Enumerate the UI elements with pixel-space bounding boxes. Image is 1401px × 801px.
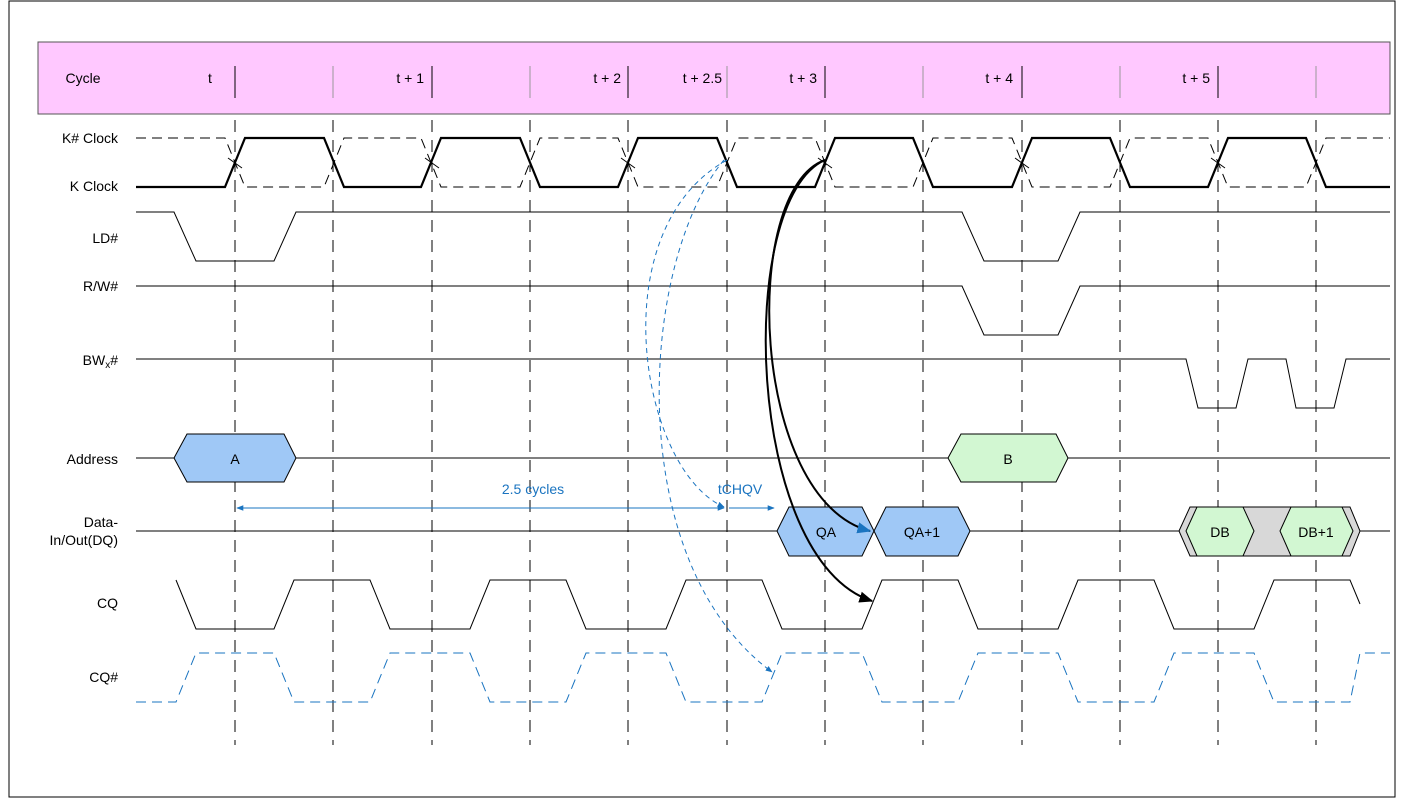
cq-waveform — [175, 579, 1361, 630]
dq-bus: QA QA+1 DB DB+1 — [136, 506, 1390, 557]
cycle-tick-t5: t + 5 — [1182, 70, 1210, 86]
address-b-cell — [947, 433, 1069, 483]
cycle-tick-t3: t + 3 — [789, 70, 817, 86]
latency-label: 2.5 cycles — [502, 481, 564, 497]
label-dq-line1: Data- — [84, 514, 119, 530]
dq-db1-value: DB+1 — [1298, 524, 1334, 540]
dq-qa1-cell — [873, 506, 971, 557]
kclk-sharp-to-dq-arrow — [645, 159, 728, 508]
kclk-sharp-to-cq-sharp-arrow — [658, 159, 773, 673]
rw-waveform — [136, 285, 1390, 336]
diagram-border — [8, 0, 1396, 798]
label-address: Address — [67, 451, 118, 467]
dq-qa1-value: QA+1 — [904, 524, 940, 540]
cycle-tick-t4: t + 4 — [985, 70, 1013, 86]
tchqv-label: tCHQV — [718, 481, 763, 497]
address-bus: A B — [136, 433, 1390, 483]
address-a-value: A — [230, 451, 240, 467]
header-ticks — [234, 66, 1317, 98]
bwx-waveform — [136, 358, 1390, 409]
cycle-header-band — [37, 41, 1391, 115]
label-ld: LD# — [92, 230, 118, 246]
dq-db1-cell — [1279, 506, 1354, 557]
label-dq-line2: In/Out(DQ) — [50, 532, 118, 548]
cq-sharp-waveform — [136, 652, 1390, 703]
cycle-tick-t1: t + 1 — [396, 70, 424, 86]
label-cq-sharp: CQ# — [89, 669, 118, 685]
label-rw: R/W# — [83, 278, 118, 294]
label-bwx: BWx# — [83, 352, 119, 371]
k-sharp-clock-waveform — [136, 137, 1390, 188]
kclk-to-qa-arrow — [768, 159, 872, 534]
address-a-cell — [173, 433, 297, 483]
dq-qa-value: QA — [816, 524, 837, 540]
kclk-to-cq-arrow — [764, 159, 874, 603]
dq-db-cell — [1185, 506, 1255, 557]
cycle-tick-t25: t + 2.5 — [683, 70, 723, 86]
cycle-label: Cycle — [65, 70, 100, 86]
clock-crossing-marks — [227, 157, 1226, 169]
address-b-value: B — [1003, 451, 1012, 467]
k-clock-waveform — [136, 136, 1390, 189]
label-k-clock: K Clock — [70, 178, 119, 194]
label-cq: CQ — [97, 595, 118, 611]
cycle-guide-lines — [234, 120, 1317, 745]
ld-waveform — [136, 211, 1390, 262]
cycle-tick-t: t — [208, 70, 212, 86]
cycle-tick-t2: t + 2 — [593, 70, 621, 86]
label-k-sharp-clock: K# Clock — [62, 130, 119, 146]
dq-db-value: DB — [1210, 524, 1229, 540]
